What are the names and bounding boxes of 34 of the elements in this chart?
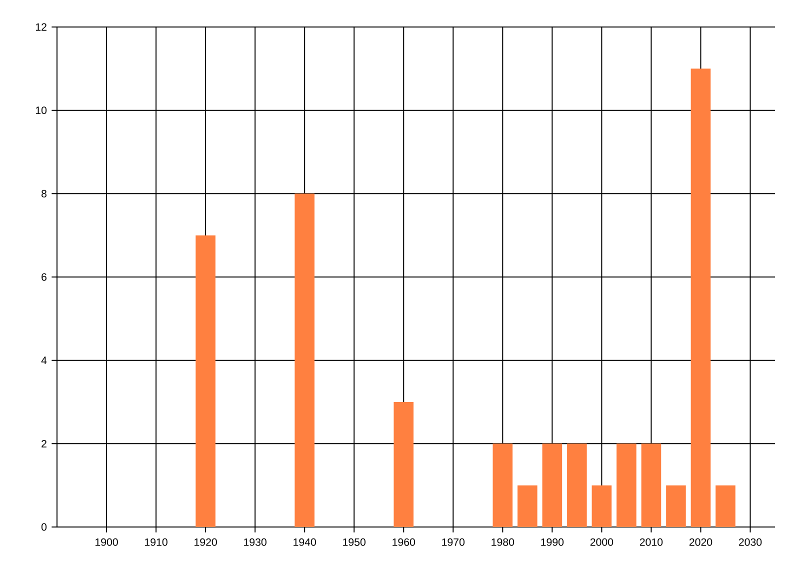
bar <box>716 485 736 527</box>
bar <box>641 444 662 527</box>
y-tick-label: 4 <box>41 356 47 364</box>
bar <box>394 402 414 527</box>
bar <box>592 485 612 527</box>
y-tick-label: 6 <box>42 273 46 281</box>
x-tick-label: 2030 <box>738 538 762 546</box>
bar <box>616 444 636 527</box>
x-tick-label: 2000 <box>590 538 614 546</box>
bar <box>518 485 538 527</box>
x-tick-label: 1960 <box>392 538 416 546</box>
x-tick-label: 1910 <box>145 538 168 546</box>
x-tick-label: 1980 <box>492 538 514 546</box>
y-tick-label: 2 <box>42 440 46 448</box>
bar <box>567 444 587 527</box>
bar <box>542 444 562 527</box>
x-tick-label: 1900 <box>96 538 118 546</box>
y-tick-label: 8 <box>42 190 46 198</box>
x-tick-label: 1990 <box>541 538 564 546</box>
bar <box>492 444 513 527</box>
bar <box>666 485 686 527</box>
y-tick-label: 12 <box>36 23 46 31</box>
bar <box>294 194 314 527</box>
x-tick-label: 1940 <box>294 538 316 546</box>
x-tick-label: 1950 <box>343 538 366 546</box>
x-tick-label: 1970 <box>442 538 465 546</box>
bar <box>690 68 711 527</box>
y-tick-label: 10 <box>36 106 47 114</box>
bar <box>196 235 216 527</box>
x-tick-label: 2010 <box>640 538 663 546</box>
x-tick-label: 1930 <box>244 538 266 546</box>
y-tick-label: 0 <box>41 523 47 531</box>
x-tick-label: 2020 <box>689 538 712 546</box>
x-tick-label: 1920 <box>194 538 217 546</box>
